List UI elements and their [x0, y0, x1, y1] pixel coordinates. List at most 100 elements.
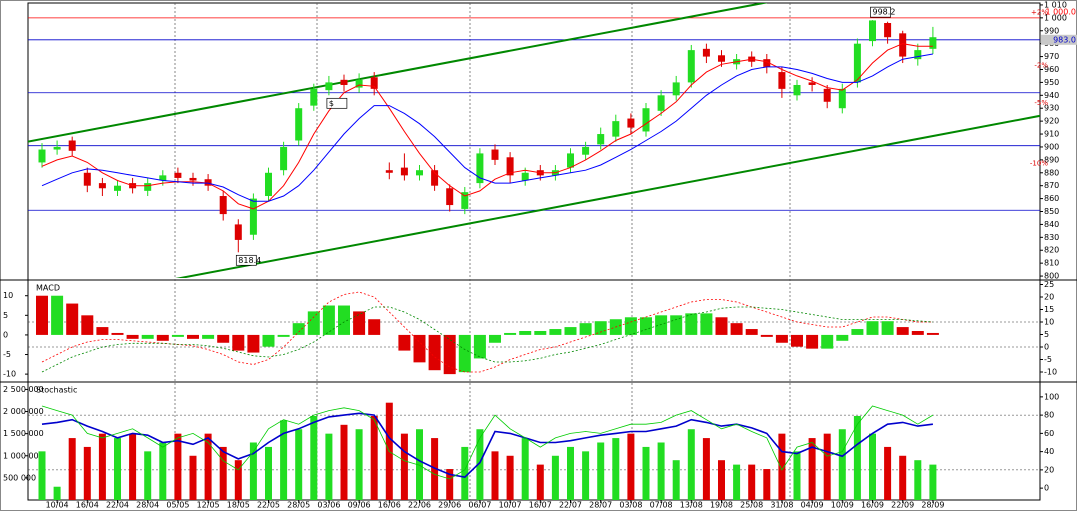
candle-body	[385, 170, 393, 173]
volume-bar	[159, 442, 167, 500]
volume-bar	[838, 429, 846, 500]
y-tick-label: 810	[1044, 259, 1059, 268]
plot-border	[27, 2, 1041, 501]
y-tick-label: 990	[1044, 26, 1059, 35]
macd-bar	[760, 334, 773, 337]
y-tick-label: 80	[1044, 411, 1054, 420]
macd-bar	[670, 315, 683, 335]
candle-body	[718, 55, 725, 62]
macd-bar	[655, 315, 668, 335]
volume-bar	[98, 433, 106, 500]
candle-body	[642, 108, 650, 132]
x-tick-label: 28/09	[921, 501, 944, 510]
volume-bar	[853, 415, 861, 500]
candle-body	[249, 198, 257, 235]
macd-bar	[156, 334, 169, 341]
volume-bar	[627, 433, 635, 500]
volume-bar	[718, 460, 725, 500]
y-tick-label: 2 000 000	[3, 407, 44, 416]
candle-body	[687, 50, 695, 83]
macd-bar	[806, 334, 819, 349]
volume-bar	[763, 469, 771, 500]
y-tick-label: 10	[1044, 318, 1054, 327]
annotation: 998.2	[873, 8, 896, 17]
y-tick-label: 850	[1044, 207, 1059, 216]
candle-body	[355, 79, 363, 88]
candle-body	[869, 20, 876, 42]
macd-bar	[217, 334, 230, 343]
level-label: -10%	[1030, 160, 1048, 168]
candle-body	[280, 146, 288, 171]
macd-bar	[428, 334, 441, 371]
annotation: 818.4	[238, 256, 261, 265]
volume-bar	[249, 442, 257, 500]
volume-bar	[340, 424, 348, 500]
volume-bar	[53, 486, 61, 500]
y-tick-label: 1 000	[1044, 13, 1067, 22]
y-tick-label: 0	[3, 330, 8, 339]
y-tick-label: 970	[1044, 52, 1059, 61]
volume-bar	[204, 433, 212, 500]
macd-bar	[549, 329, 562, 335]
candle-body	[98, 183, 106, 189]
macd-bar	[715, 317, 728, 335]
volume-bar	[431, 438, 439, 500]
macd-bar	[126, 334, 139, 339]
x-tick-label: 16/07	[529, 501, 552, 510]
x-tick-label: 13/08	[680, 501, 703, 510]
y-tick-label: -10	[3, 370, 16, 379]
candle-body	[295, 108, 303, 141]
candle-body	[778, 72, 786, 89]
macd-bar	[866, 321, 879, 335]
volume-bar	[446, 469, 454, 500]
y-tick-label: 880	[1044, 168, 1059, 177]
macd-bar	[187, 334, 199, 339]
macd-bar	[836, 334, 849, 341]
volume-bar	[612, 438, 620, 500]
y-tick-label: 0	[1044, 343, 1049, 352]
volume-bar	[551, 455, 559, 500]
macd-bar	[307, 311, 320, 335]
candle-body	[114, 185, 121, 191]
candle-body	[702, 48, 710, 57]
candle-body	[325, 82, 333, 91]
macd-bar	[579, 323, 592, 335]
macd-bar	[700, 313, 713, 335]
macd-bar	[262, 334, 275, 347]
volume-bar	[506, 455, 514, 500]
candle-body	[899, 33, 907, 57]
candle-body	[265, 172, 272, 197]
x-tick-label: 06/07	[468, 501, 491, 510]
macd-bar	[640, 317, 652, 335]
macd-bar	[292, 323, 305, 335]
volume-bar	[476, 429, 484, 500]
candle-body	[189, 177, 197, 181]
x-tick-label: 28/04	[136, 501, 159, 510]
candle-body	[582, 146, 590, 155]
moving-average	[41, 53, 933, 202]
y-tick-label: 900	[1044, 142, 1059, 151]
y-tick-label: 15	[1044, 305, 1054, 314]
volume-bar	[491, 451, 499, 500]
x-tick-label: 16/06	[378, 501, 401, 510]
macd-bar	[36, 295, 48, 335]
candle-body	[476, 153, 484, 184]
macd-bar	[111, 332, 124, 335]
macd-bar	[730, 323, 743, 335]
annotation-box	[326, 97, 348, 109]
x-tick-label: 04/09	[801, 501, 824, 510]
macd-bar	[791, 334, 803, 347]
candle-body	[38, 149, 46, 163]
x-tick-label: 22/04	[106, 501, 129, 510]
x-tick-label: 10/09	[831, 501, 854, 510]
candle-body	[400, 167, 408, 176]
volume-bar	[657, 442, 665, 500]
macd-bar	[398, 334, 411, 351]
volume-bar	[929, 464, 937, 500]
macd-bar	[141, 334, 154, 339]
volume-bar	[355, 429, 363, 500]
macd-bar	[745, 329, 758, 335]
moving-average	[41, 43, 933, 210]
trendline	[175, 114, 1040, 278]
